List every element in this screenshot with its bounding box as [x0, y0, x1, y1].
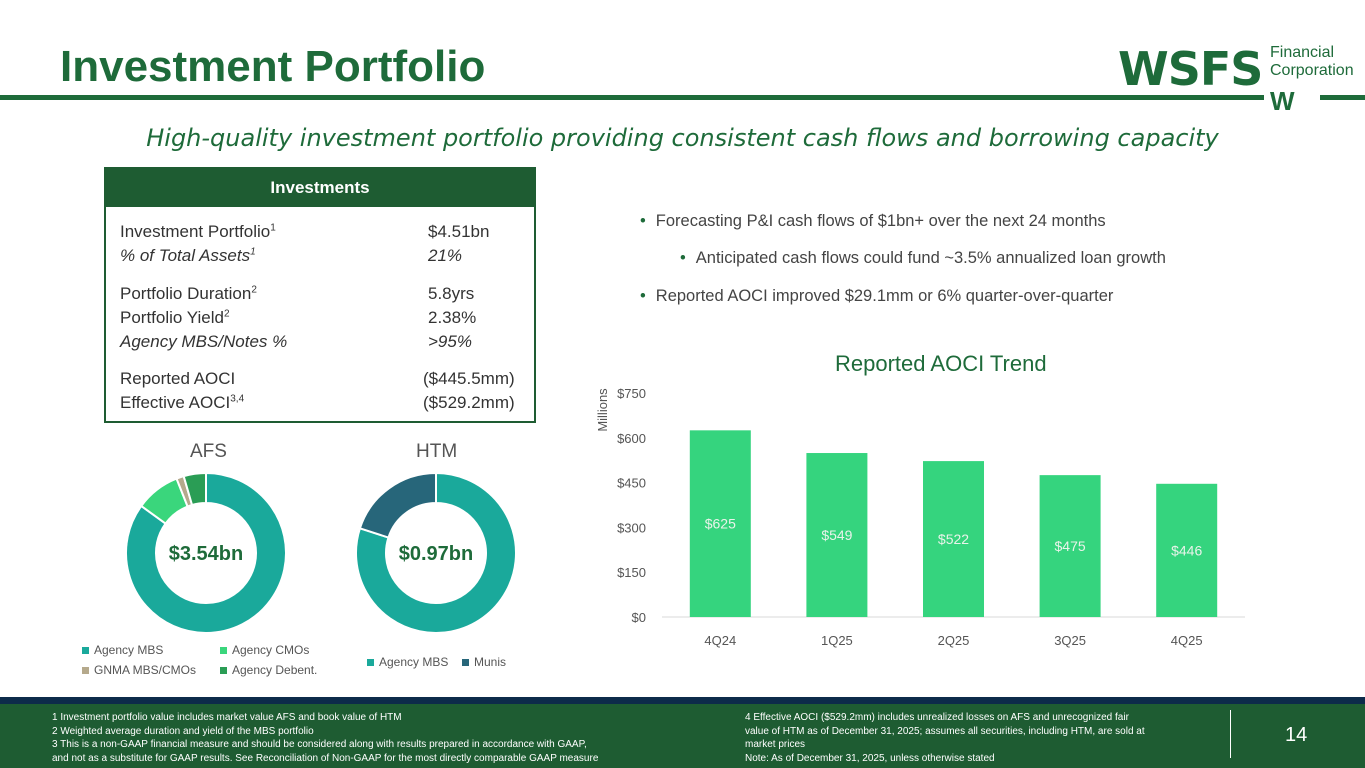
logo-mark: W	[1270, 86, 1295, 116]
afs-legend-1: Agency MBS	[82, 643, 163, 657]
y-axis-label: Millions	[595, 388, 610, 432]
bar	[1039, 475, 1101, 617]
investments-row-label: Portfolio Duration2	[120, 284, 257, 303]
title-rule	[0, 95, 1365, 100]
afs-legend-2: Agency CMOs	[220, 643, 309, 657]
afs-label: AFS	[190, 441, 227, 462]
x-tick-label: 4Q24	[704, 633, 736, 648]
bullet-1: • Forecasting P&I cash flows of $1bn+ ove…	[640, 212, 1106, 230]
footnote-4b: value of HTM as of December 31, 2025; as…	[745, 725, 1145, 737]
y-tick-label: $300	[617, 520, 646, 535]
bar	[689, 430, 751, 617]
investments-row-label: % of Total Assets1	[120, 246, 256, 265]
investments-row-label: Investment Portfolio1	[120, 222, 276, 241]
page-title: Investment Portfolio	[60, 42, 486, 91]
investments-row-value: 5.8yrs	[428, 284, 475, 303]
bar-value-label: $446	[1171, 542, 1202, 558]
investments-row-value: ($445.5mm)	[423, 369, 515, 388]
footer-band-top	[0, 697, 1365, 704]
page-number: 14	[1285, 724, 1308, 746]
logo-mark-bg	[1264, 86, 1320, 116]
afs-legend-4: Agency Debent.	[220, 663, 317, 677]
footnotes-right: 4 Effective AOCI ($529.2mm) includes unr…	[745, 711, 1145, 765]
afs-legend-3: GNMA MBS/CMOs	[82, 663, 196, 677]
wsfs-logo: WSFS Financial Corporation W	[1118, 42, 1354, 116]
y-tick-label: $600	[617, 431, 646, 446]
footer-band	[0, 697, 1365, 768]
investments-row-label: Effective AOCI3,4	[120, 393, 245, 412]
page-subtitle: High-quality investment portfolio provid…	[146, 124, 1219, 152]
investments-row-value: $4.51bn	[428, 222, 490, 241]
logo-line1: Financial	[1270, 44, 1335, 61]
chart-title: Reported AOCI Trend	[835, 351, 1047, 376]
bar	[923, 461, 984, 617]
footnote-3b: and not as a substitute for GAAP results…	[52, 752, 599, 764]
bar-value-label: $522	[938, 531, 969, 547]
footnote-3: 3 This is a non-GAAP financial measure a…	[52, 739, 587, 750]
investments-row-label: Agency MBS/Notes %	[120, 332, 288, 351]
y-tick-label: $750	[617, 386, 646, 401]
investments-row-label: Portfolio Yield2	[120, 308, 230, 327]
bar-value-label: $625	[705, 516, 736, 532]
x-tick-label: 1Q25	[821, 633, 853, 648]
footnote-4: 4 Effective AOCI ($529.2mm) includes unr…	[745, 712, 1129, 723]
htm-label: HTM	[416, 441, 458, 462]
footnote-4c: market prices	[745, 739, 806, 750]
bar	[1156, 483, 1218, 617]
footnote-1: 1 Investment portfolio value includes ma…	[52, 712, 402, 723]
bullet-2: • Reported AOCI improved $29.1mm or 6% qu…	[640, 287, 1114, 305]
footer-divider	[1230, 710, 1231, 758]
x-tick-label: 3Q25	[1054, 633, 1086, 648]
bar	[806, 453, 868, 617]
htm-legend-2: Munis	[462, 655, 506, 669]
x-tick-label: 4Q25	[1171, 633, 1203, 648]
htm-legend-1: Agency MBS	[367, 655, 448, 669]
investments-box: Investments	[104, 167, 536, 423]
investments-row-value: ($529.2mm)	[423, 393, 515, 412]
investments-row-value: 2.38%	[428, 308, 477, 327]
bar-value-label: $475	[1055, 538, 1086, 554]
y-tick-label: $450	[617, 476, 646, 491]
y-tick-label: $0	[632, 610, 646, 625]
footnotes-left: 1 Investment portfolio value includes ma…	[52, 711, 598, 765]
bar-value-label: $549	[821, 527, 852, 543]
investments-row-value: >95%	[428, 332, 472, 351]
footnote-2: 2 Weighted average duration and yield of…	[52, 725, 314, 737]
y-tick-label: $150	[617, 565, 646, 580]
logo-wordmark: WSFS	[1118, 42, 1263, 96]
investments-row-value: 21%	[428, 246, 463, 265]
x-tick-label: 2Q25	[938, 633, 970, 648]
footnote-note: Note: As of December 31, 2025, unless ot…	[745, 752, 995, 764]
bullet-1a: • Anticipated cash flows could fund ~3.5%…	[680, 249, 1166, 267]
logo-tagline: Financial Corporation	[1270, 44, 1354, 80]
investments-row-label: Reported AOCI	[120, 369, 236, 388]
investments-header: Investments	[106, 169, 534, 207]
logo-line2: Corporation	[1270, 62, 1354, 79]
